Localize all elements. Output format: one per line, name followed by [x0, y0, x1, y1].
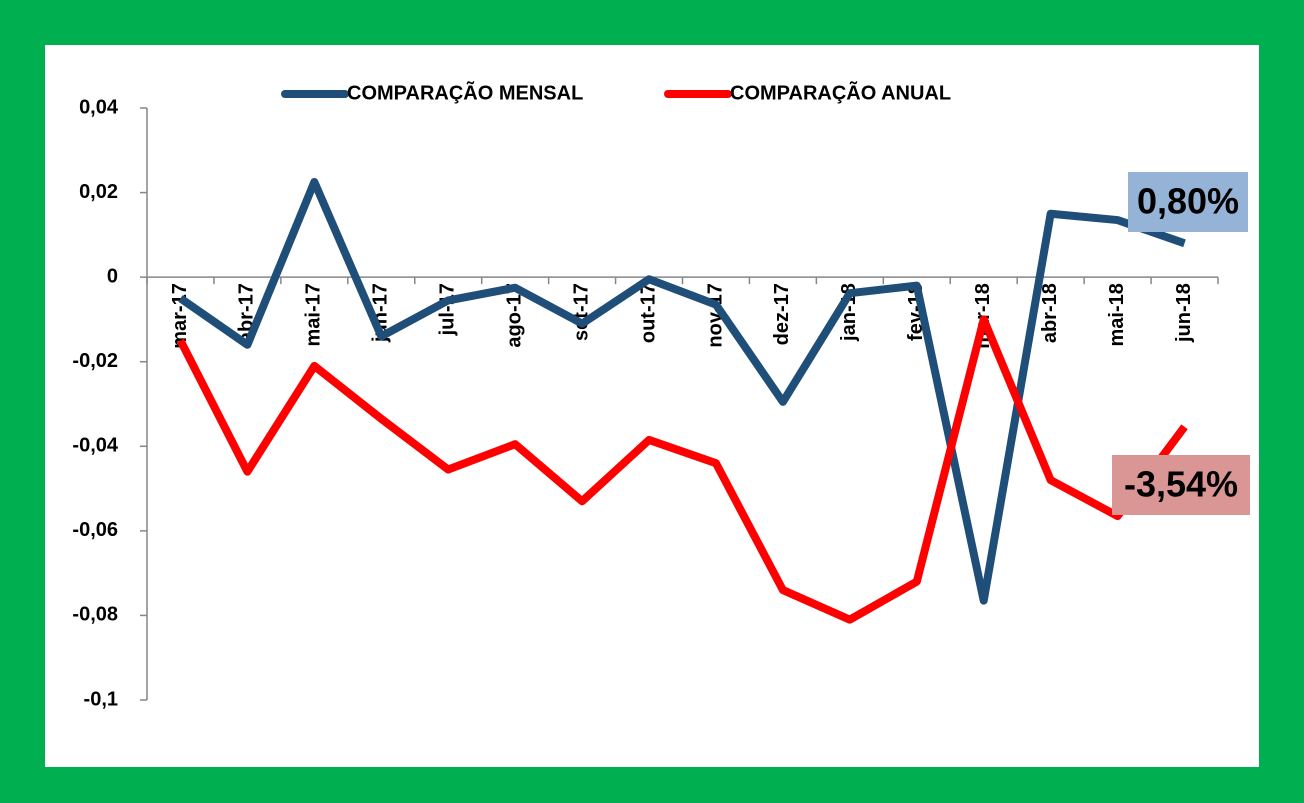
y-tick-label: 0,02 — [79, 181, 118, 203]
legend-label: COMPARAÇÃO MENSAL — [347, 81, 583, 104]
x-tick-label: out-17 — [637, 283, 659, 343]
x-tick-label: abr-18 — [1039, 283, 1061, 343]
legend-label: COMPARAÇÃO ANUAL — [730, 81, 951, 104]
y-tick-label: 0,04 — [79, 96, 119, 118]
x-tick-label: dez-17 — [771, 283, 793, 345]
annotation: 0,80% — [1137, 181, 1239, 222]
x-tick-label: jun-18 — [1173, 283, 1195, 343]
y-tick-label: -0,08 — [72, 604, 118, 626]
annotation: -3,54% — [1124, 464, 1238, 505]
x-tick-label: jul-17 — [437, 283, 459, 336]
line-series — [176, 315, 1188, 624]
x-tick-label: mar-17 — [169, 283, 191, 349]
y-tick-label: -0,06 — [72, 519, 118, 541]
plot-background — [45, 45, 1259, 767]
y-tick-label: -0,04 — [72, 435, 118, 457]
x-tick-label: ago-17 — [503, 283, 525, 347]
y-tick-label: 0 — [107, 265, 118, 287]
annotation-box — [1128, 172, 1248, 232]
x-tick-label: mai-18 — [1106, 283, 1128, 346]
y-tick-label: -0,1 — [84, 688, 118, 710]
x-tick-label: mai-17 — [303, 283, 325, 346]
annotation-box — [1112, 455, 1250, 515]
y-tick-label: -0,02 — [72, 350, 118, 372]
x-tick-label: set-17 — [570, 283, 592, 341]
